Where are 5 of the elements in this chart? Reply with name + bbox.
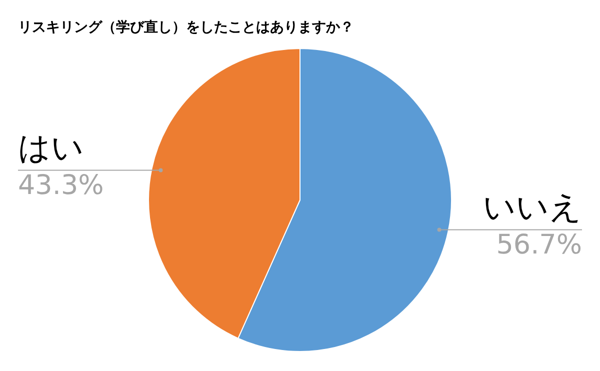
chart-title: リスキリング（学び直し）をしたことはありますか？ bbox=[18, 20, 354, 36]
slice-label: いいえ bbox=[483, 188, 582, 226]
data-label: 43.3% bbox=[18, 170, 104, 201]
slice-label: はい bbox=[18, 128, 84, 167]
data-label: 56.7% bbox=[496, 229, 582, 260]
